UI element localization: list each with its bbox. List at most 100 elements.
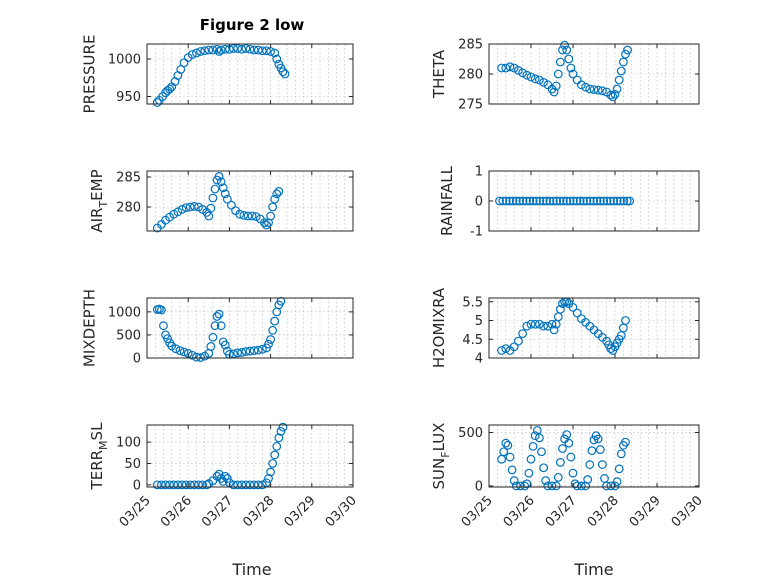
subplot-2: 275 280 285 THETA (430, 38, 700, 113)
data-point (547, 319, 557, 329)
data-point (214, 309, 224, 319)
y-tick-label: 1 (475, 165, 483, 180)
data-point (535, 75, 544, 85)
data-point (605, 196, 615, 206)
data-point (214, 47, 224, 56)
data-point (610, 481, 620, 491)
data-point (260, 218, 269, 228)
y-tick-label: 0 (475, 479, 483, 494)
data-point (616, 449, 626, 459)
data-point (614, 464, 624, 474)
data-point (508, 196, 518, 206)
subplot-1: 950 1000 PRESSURE (81, 35, 354, 114)
data-point (268, 459, 278, 468)
data-point (558, 444, 567, 453)
data-point (214, 171, 224, 181)
y-axis-label-main: SUN (430, 458, 448, 490)
data-point (262, 46, 271, 56)
data-point (163, 334, 173, 344)
data-point (625, 196, 635, 206)
data-point (602, 196, 612, 206)
data-point (505, 62, 515, 72)
y-tick-label: 0 (133, 352, 141, 367)
x-tick-label: 03/28 (585, 493, 622, 530)
data-point (612, 196, 622, 206)
data-point (233, 480, 243, 490)
data-point (581, 82, 590, 92)
y-tick-label: 5 (475, 314, 483, 329)
data-point (503, 440, 513, 450)
grid (146, 298, 354, 359)
data-point (606, 90, 616, 100)
y-tick-label: 1000 (108, 53, 141, 68)
data-point (570, 479, 580, 489)
data-point (548, 196, 558, 206)
data-point (577, 80, 586, 90)
data-point (606, 344, 616, 354)
data-point (623, 45, 632, 55)
data-point (530, 74, 540, 84)
subplot-4: -1 0 1 RAINFALL (438, 165, 700, 240)
data-point (216, 177, 226, 187)
data-point (535, 319, 544, 329)
y-axis-label-subscript: M (97, 440, 110, 450)
data-point (535, 196, 545, 206)
data-point (206, 203, 216, 213)
data-point (253, 480, 263, 490)
data-point (598, 86, 607, 96)
data-point (192, 48, 201, 58)
data-point (568, 302, 578, 312)
y-tick-label: 275 (458, 98, 483, 113)
data-point (497, 454, 507, 464)
data-point (222, 474, 232, 483)
data-point (498, 196, 508, 206)
data-point (241, 44, 251, 53)
y-tick-label: -1 (470, 225, 483, 240)
data-point (208, 332, 218, 342)
grid (146, 425, 354, 487)
data-point (274, 433, 284, 443)
data-point (278, 422, 288, 432)
x-tick-label: 03/26 (158, 493, 195, 530)
data-point (585, 460, 595, 469)
data-point (551, 481, 561, 491)
x-tick-label: 03/25 (459, 493, 496, 530)
data-point (272, 441, 282, 451)
data-point (241, 347, 251, 356)
x-tick-label: 03/29 (627, 493, 664, 530)
data-point (535, 433, 544, 443)
data-point (249, 45, 259, 55)
data-point (270, 48, 280, 58)
data-point (220, 189, 230, 199)
axes-frame (488, 297, 700, 359)
data-point (210, 321, 220, 331)
data-point (270, 194, 280, 204)
y-tick-label: 280 (458, 68, 483, 83)
x-tick-label: 03/29 (282, 493, 319, 530)
data-point (237, 348, 247, 357)
data-point (179, 58, 189, 68)
data-point (266, 335, 276, 344)
y-axis-label-main: AIR (88, 208, 106, 233)
data-point (555, 196, 565, 206)
y-axis-label: PRESSURE (81, 35, 99, 114)
data-point (537, 447, 546, 457)
data-point (521, 196, 531, 206)
data-point (619, 57, 628, 67)
data-point (208, 45, 218, 55)
data-point (253, 345, 263, 355)
data-point (266, 211, 276, 221)
data-point (577, 481, 586, 491)
data-point (161, 480, 170, 490)
subplot-7: 03/25 03/26 03/27 03/28 03/29 03/30 0 50 100 TERR… (88, 422, 360, 530)
data-point (241, 480, 251, 490)
data-point (257, 344, 267, 354)
data-point (501, 438, 511, 448)
data-point (553, 312, 563, 322)
x-tick-label: 03/25 (117, 493, 154, 530)
grid (146, 171, 354, 231)
data-point (558, 299, 567, 309)
data-point (276, 427, 286, 436)
y-axis-label-main: TERR (88, 450, 106, 491)
